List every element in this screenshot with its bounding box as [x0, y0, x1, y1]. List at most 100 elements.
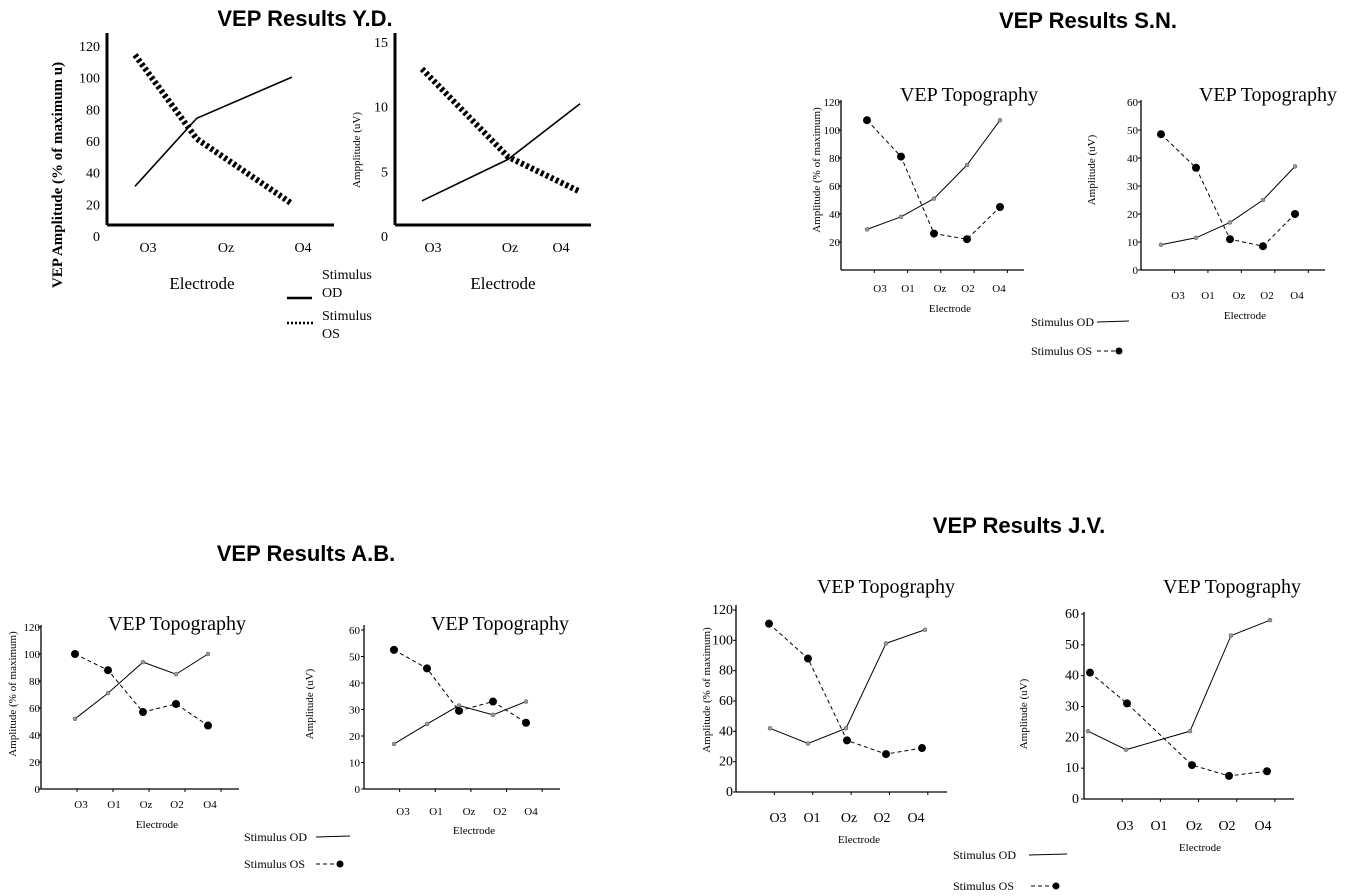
x-tick-label: O3: [873, 283, 887, 295]
series-line-od: [769, 629, 926, 745]
point-od: [922, 627, 928, 632]
point-od: [391, 741, 397, 747]
series-line-od: [134, 76, 293, 187]
point-os: [1188, 761, 1196, 770]
y-tick-label: 80: [719, 664, 733, 679]
x-tick-label: O1: [1201, 290, 1214, 302]
series-line-od: [1087, 619, 1271, 751]
point-os: [930, 229, 938, 238]
point-os: [1291, 210, 1299, 218]
y-tick-label: 120: [824, 97, 841, 109]
chart-title: VEP Topography: [431, 613, 569, 635]
point-od: [805, 741, 811, 746]
x-tick-label: O3: [396, 806, 410, 818]
point-od: [883, 641, 889, 646]
point-od: [964, 162, 970, 168]
y-tick-label: 20: [29, 757, 41, 769]
point-os: [765, 619, 773, 628]
y-tick-label: 30: [349, 705, 361, 717]
y-tick-label: 20: [719, 755, 733, 770]
point-od: [140, 659, 146, 665]
point-od: [898, 214, 904, 220]
point-od: [105, 690, 111, 696]
y-axis-label: Amplitude (uV): [304, 668, 316, 739]
x-tick-label: O4: [524, 806, 538, 818]
y-tick-label: 40: [1065, 669, 1079, 684]
x-tick-label: O3: [139, 241, 156, 256]
title-yd: VEP Results Y.D.: [217, 6, 392, 31]
point-od: [864, 227, 870, 232]
point-os: [423, 664, 431, 673]
x-axis-label: Electrode: [136, 819, 178, 831]
point-os: [1123, 699, 1131, 708]
y-tick-label: 40: [349, 678, 361, 690]
series-line-os: [419, 66, 582, 195]
x-tick-label: O2: [873, 811, 890, 826]
point-os: [1225, 771, 1233, 780]
x-tick-label: Oz: [140, 799, 153, 811]
point-od: [1267, 617, 1273, 623]
point-os: [918, 744, 926, 753]
legend-yd-od-line1: Stimulus: [322, 268, 372, 283]
point-od: [1123, 747, 1129, 752]
point-od: [1158, 242, 1164, 248]
point-os: [804, 654, 812, 663]
legend-yd-od-line2: OD: [322, 286, 342, 301]
y-tick-label: 20: [1065, 730, 1079, 745]
y-tick-label: 10: [1127, 237, 1139, 249]
point-od: [1228, 633, 1234, 638]
point-os: [1157, 130, 1165, 139]
point-os: [1192, 163, 1200, 172]
y-tick-label: 100: [79, 72, 100, 87]
legend-jv-os-marker: [1052, 882, 1060, 890]
y-tick-label: 20: [86, 198, 100, 213]
y-tick-label: 120: [24, 622, 41, 634]
y-tick-label: 60: [719, 694, 733, 709]
point-os: [71, 650, 79, 658]
y-tick-label: 0: [355, 784, 361, 796]
point-os: [897, 152, 905, 161]
x-tick-label: Oz: [218, 241, 234, 256]
y-tick-label: 30: [1065, 700, 1079, 715]
x-axis-label: Electrode: [929, 303, 971, 315]
legend-jv-os: Stimulus OS: [953, 879, 1014, 893]
y-tick-label: 100: [824, 125, 841, 137]
legend-ab: Stimulus OD Stimulus OS: [244, 830, 351, 871]
y-axis-label: Amplitude (% of maximum): [811, 107, 823, 233]
point-os: [996, 203, 1004, 211]
x-tick-label: O3: [1116, 819, 1133, 834]
series-line-od: [866, 119, 1001, 230]
chart-ab-percent: 0 20 40 60 80 100 120 O3 O1 Oz O2 O4 Electrode Amplit…: [7, 613, 246, 831]
point-od: [1260, 197, 1266, 203]
x-tick-label: Oz: [841, 811, 857, 826]
y-tick-label: 5: [381, 165, 388, 180]
x-tick-label: O3: [424, 241, 441, 256]
y-tick-label: 0: [1072, 792, 1079, 807]
x-tick-label: Oz: [1233, 290, 1246, 302]
x-tick-label: O4: [294, 241, 311, 256]
x-tick-label: Oz: [934, 283, 947, 295]
y-tick-label: 0: [93, 230, 100, 245]
y-tick-label: 20: [1127, 209, 1139, 221]
title-sn: VEP Results S.N.: [999, 8, 1177, 33]
chart-ab-uv: 0 10 20 30 40 50 60 O3 O1 Oz O2 O4 Electrode Amplitud…: [304, 613, 569, 837]
y-tick-label: 20: [829, 237, 841, 249]
y-tick-label: 40: [719, 724, 733, 739]
y-tick-label: 100: [24, 649, 41, 661]
point-od: [931, 196, 937, 201]
point-os: [843, 736, 851, 745]
legend-sn-os: Stimulus OS: [1031, 344, 1092, 358]
x-tick-label: Oz: [463, 806, 476, 818]
y-tick-label: 50: [349, 652, 361, 664]
y-tick-label: 40: [1127, 153, 1139, 165]
point-od: [490, 712, 496, 718]
x-axis-label: Electrode: [453, 825, 495, 837]
x-tick-label: O2: [1218, 819, 1235, 834]
x-tick-label: O4: [1254, 819, 1271, 834]
chart-sn-uv: 0 10 20 30 40 50 60 O3 O1 Oz O2 O4 Electrode Amplitud…: [1086, 84, 1337, 322]
legend-sn: Stimulus OD Stimulus OS: [1031, 315, 1130, 358]
y-tick-label: 0: [381, 230, 388, 245]
point-os: [489, 697, 497, 706]
x-tick-label: O2: [170, 799, 183, 811]
